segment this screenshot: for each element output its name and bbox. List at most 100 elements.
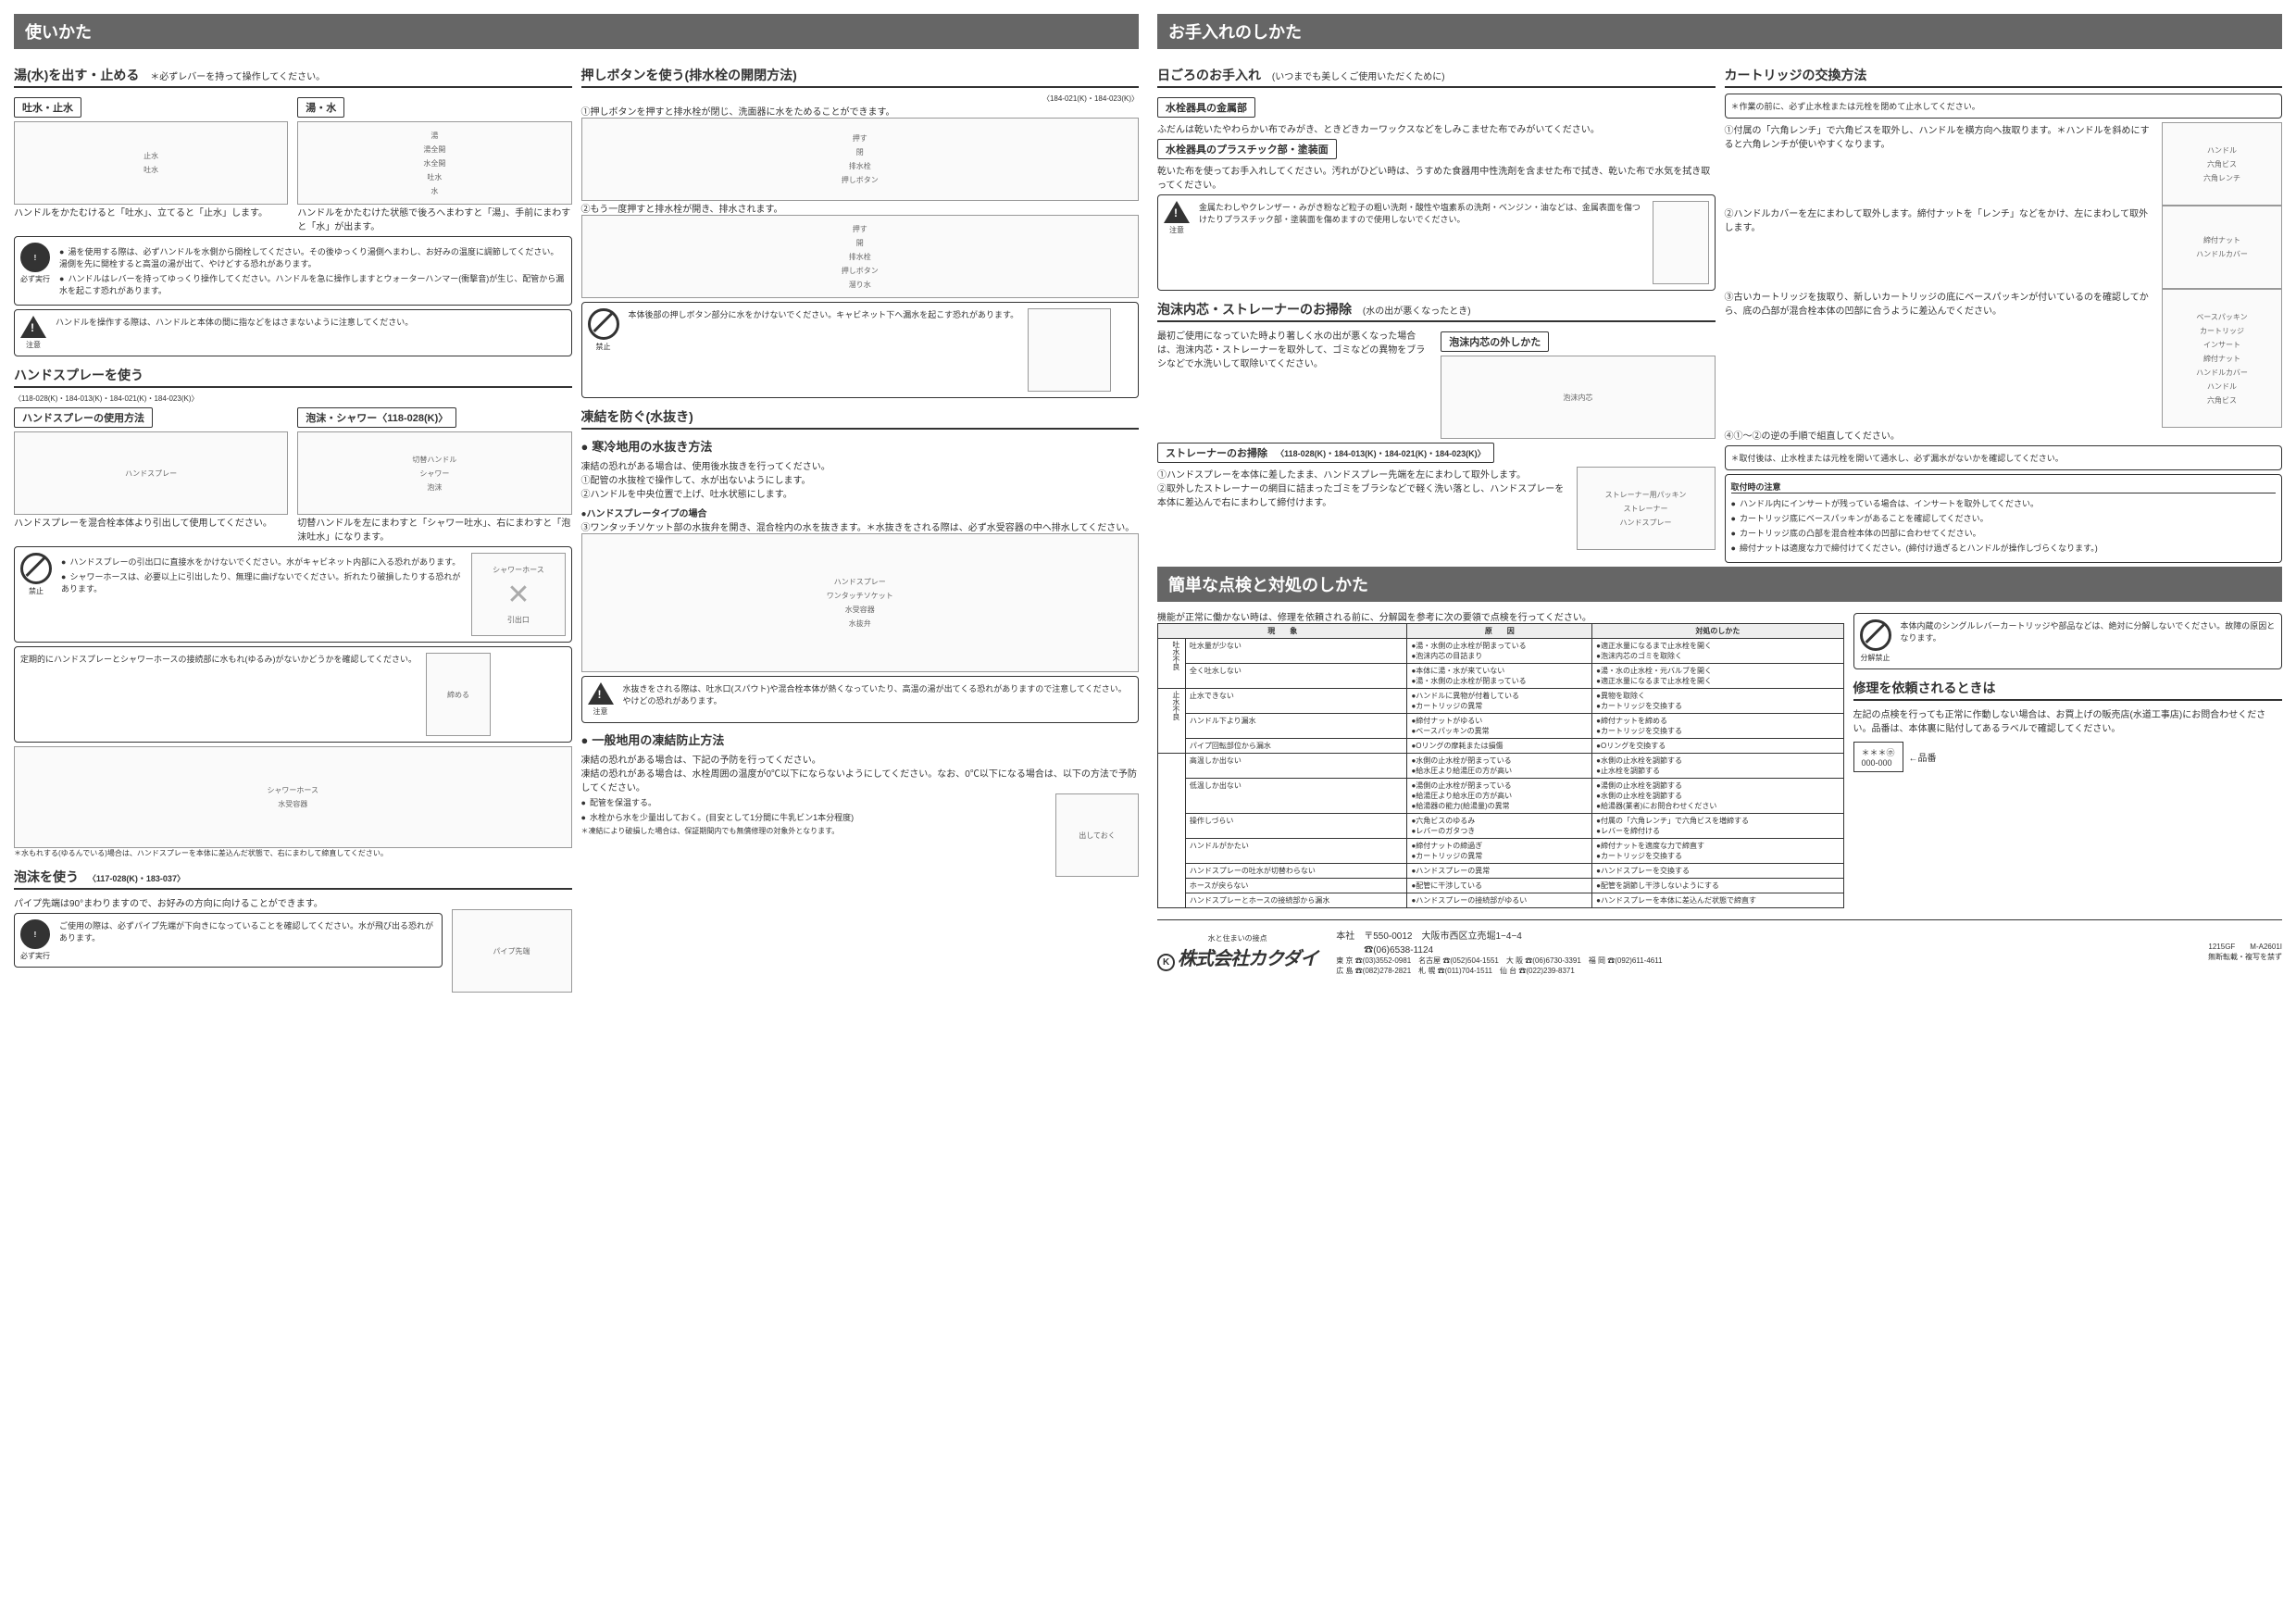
table-row: 操作しづらい●六角ビスのゆるみ ●レバーのガタつき●付属の「六角レンチ」で六角ビ… <box>1158 814 1844 839</box>
table-row: ハンドルがかたい●締付ナットの締過ぎ ●カートリッジの異常●締付ナットを適度な力… <box>1158 839 1844 864</box>
cart-step2: ②ハンドルカバーを左にまわして取外します。締付ナットを「レンチ」などをかけ、左に… <box>1725 206 2153 233</box>
aerator-sub1-text: 最初ご使用になっていた時より著しく水の出が悪くなった場合は、泡沫内芯・ストレーナ… <box>1157 328 1431 369</box>
label-arrow: ←品番 <box>1909 750 1937 764</box>
caution-icon <box>1164 201 1190 223</box>
footer-branch1: 東 京 ☎(03)3552-0981 名古屋 ☎(052)504-1551 大 … <box>1336 956 2190 966</box>
diagram-flow2: 湯湯全開 水全開吐水 水 <box>297 121 571 205</box>
flow-warn-box: ! 必ず実行 湯を使用する際は、必ずハンドルを水側から開栓してください。その後ゆ… <box>14 236 572 306</box>
section-freeze: 凍結を防ぐ(水抜き) <box>581 407 1140 430</box>
header-troubleshoot: 簡単な点検と対処のしかた <box>1157 567 2282 602</box>
diagram-hose-x: シャワーホース ✕ 引出口 <box>471 553 565 636</box>
diagram-pb1: 押す閉 排水栓押しボタン <box>581 118 1140 201</box>
daily-plastic-text: 乾いた布を使ってお手入れしてください。汚れがひどい時は、うすめた食器用中性洗剤を… <box>1157 163 1716 191</box>
daily-plastic-title: 水栓器具のプラスチック部・塗装面 <box>1157 139 1337 159</box>
foam-warn-box: ! 必ず実行 ご使用の際は、必ずパイプ先端が下向きになっていることを確認してくだ… <box>14 913 443 968</box>
daily-caution-box: 注意 金属たわしやクレンザー・みがき粉など粒子の粗い洗剤・酸性や塩素系の洗剤・ベ… <box>1157 194 1716 291</box>
table-row: ハンドスプレーの吐水が切替わらない●ハンドスプレーの異常●ハンドスプレーを交換す… <box>1158 864 1844 879</box>
th-action: 対処のしかた <box>1592 624 1843 639</box>
daily-metal-title: 水栓器具の金属部 <box>1157 97 1255 118</box>
aerator-sub2-title: ストレーナーのお掃除 〈118-028(K)・184-013(K)・184-02… <box>1157 443 1494 463</box>
freeze-gen-text: 凍結の恐れがある場合は、水栓周囲の温度が0℃以下にならないようにしてください。な… <box>581 766 1140 793</box>
diagram-aerator2: ストレーナー用パッキンストレーナーハンドスプレー <box>1577 467 1716 550</box>
section-foam: 泡沫を使う 〈117-028(K)・183-037〉 <box>14 868 572 890</box>
foam-text: パイプ先端は90°まわりますので、お好みの方向に向けることができます。 <box>14 895 572 909</box>
flow-warn1: 湯を使用する際は、必ずハンドルを水側から開栓してください。その後ゆっくり湯側へま… <box>59 245 566 269</box>
table-row: パイプ回転部位から漏水●Oリングの摩耗または損傷●Oリングを交換する <box>1158 739 1844 754</box>
diagram-cart3: ベースパッキンカートリッジ インサート締付ナット ハンドルカバーハンドル 六角ビ… <box>2162 289 2282 428</box>
caution-icon <box>588 682 614 705</box>
diagram-foam: パイプ先端 <box>452 909 572 993</box>
cart-inst-4: 締付ナットは適度な力で締付けてください。(締付け過ぎるとハンドルが操作しづらくな… <box>1731 542 2277 554</box>
foam-warn: ご使用の際は、必ずパイプ先端が下向きになっていることを確認してください。水が飛び… <box>59 919 436 943</box>
aerator-s2-step1: ①ハンドスプレーを本体に差したまま、ハンドスプレー先端を左にまわして取外します。 <box>1157 467 1567 481</box>
prohibit-icon <box>588 308 619 340</box>
pb-models: 〈184-021(K)・184-023(K)〉 <box>581 94 1140 104</box>
freeze-cold-title: 寒冷地用の水抜き方法 <box>581 437 1140 455</box>
freeze-cold-intro: 凍結の恐れがある場合は、使用後水抜きを行ってください。 <box>581 458 1140 472</box>
caution-icon <box>20 316 46 338</box>
diagram-hs1: ハンドスプレー <box>14 431 288 515</box>
must-do-label: 必ず実行 <box>20 274 50 284</box>
diagram-tighten: 締める <box>426 653 491 736</box>
diagram-pb-prohibit <box>1028 308 1111 392</box>
section-aerator: 泡沫内芯・ストレーナーのお掃除 (水の出が悪くなったとき) <box>1157 300 1716 322</box>
cart-step4: ④①〜②の逆の手順で組直してください。 <box>1725 428 2283 442</box>
hs-box1-title: ハンドスプレーの使用方法 <box>14 407 153 428</box>
flow-caution-box: 注意 ハンドルを操作する際は、ハンドルと本体の間に指などをはさまないように注意し… <box>14 309 572 356</box>
table-row: 低温しか出ない●湯側の止水栓が閉まっている ●給湯圧より給水圧の方が高い ●給湯… <box>1158 779 1844 814</box>
prohibit-icon <box>20 553 52 584</box>
cart-inst-3: カートリッジ底の凸部を混合栓本体の凹部に合わせてください。 <box>1731 527 2277 539</box>
pb-step2: ②もう一度押すと排水栓が開き、排水されます。 <box>581 201 1140 215</box>
prohibit-label: 禁止 <box>20 586 52 596</box>
table-row: 高温しか出ない●水側の止水栓が閉まっている ●給水圧より給湯圧の方が高い●水側の… <box>1158 754 1844 779</box>
flow-sub: ＊必ずレバーを持って操作してください。 <box>150 72 325 82</box>
table-row: ホースが戻らない●配管に干渉している●配管を調節し干渉しないようにする <box>1158 879 1844 893</box>
company-logo: K 株式会社カクダイ <box>1157 943 1317 970</box>
hs-tighten-box: 定期的にハンドスプレーとシャワーホースの接続部に水もれ(ゆるみ)がないかどうかを… <box>14 646 572 743</box>
daily-metal-text: ふだんは乾いたやわらかい布でみがき、ときどきカーワックスなどをしみこませた布でみ… <box>1157 121 1716 135</box>
flow-warn2: ハンドルはレバーを持ってゆっくり操作してください。ハンドルを急に操作しますとウォ… <box>59 272 566 296</box>
daily-caution: 金属たわしやクレンザー・みがき粉など粒子の粗い洗剤・酸性や塩素系の洗剤・ベンジン… <box>1199 201 1643 225</box>
diagram-freeze-gen: 出しておく <box>1055 793 1139 877</box>
footer-code: 1215GF M-A2601I <box>2208 942 2282 952</box>
ts-nowarn-box: 分解禁止 本体内蔵のシングルレバーカートリッジや部品などは、絶対に分解しないでく… <box>1853 613 2282 669</box>
prohibit-icon <box>1860 619 1891 651</box>
header-maintenance: お手入れのしかた <box>1157 14 2282 49</box>
freeze-cold-s3: ③ワンタッチソケット部の水抜弁を開き、混合栓内の水を抜きます。＊水抜きをされる際… <box>581 519 1140 533</box>
diagram-cart1: ハンドル六角ビス六角レンチ <box>2162 122 2282 206</box>
flow-box1-text: ハンドルをかたむけると「吐水」、立てると「止水」します。 <box>14 205 288 219</box>
cart-post: ＊取付後は、止水栓または元栓を開いて通水し、必ず漏水がないかを確認してください。 <box>1725 445 2283 470</box>
diagram-pb2: 押す開 排水栓押しボタン 溜り水 <box>581 215 1140 298</box>
section-daily: 日ごろのお手入れ (いつまでも美しくご使用いただくために) <box>1157 66 1716 88</box>
hs-box1-text: ハンドスプレーを混合栓本体より引出して使用してください。 <box>14 515 288 529</box>
freeze-gen-i1: 配管を保温する。 <box>581 796 1047 808</box>
flow-box2-title: 湯・水 <box>297 97 344 118</box>
freeze-gen-note: ＊凍結により破損した場合は、保証期間内でも無償修理の対象外となります。 <box>581 826 1047 836</box>
table-row: ハンドスプレーとホースの接続部から漏水●ハンドスプレーの接続部がゆるい●ハンドス… <box>1158 893 1844 908</box>
table-row: 全く吐水しない●本体に湯・水が来ていない ●湯・水側の止水栓が閉まっている●湯・… <box>1158 664 1844 689</box>
section-cartridge: カートリッジの交換方法 <box>1725 66 2283 88</box>
hs-box2-title: 泡沫・シャワー〈118-028(K)〉 <box>297 407 456 428</box>
cartridge-pre: ＊作業の前に、必ず止水栓または元栓を閉めて止水してください。 <box>1725 94 2283 119</box>
hs-prohibit2: シャワーホースは、必要以上に引出したり、無理に曲げないでください。折れたり破損し… <box>61 570 462 594</box>
must-do-icon: ! <box>20 919 50 949</box>
footer-hq: 本社 〒550-0012 大阪市西区立売堀1−4−4 ☎(06)6538-112… <box>1336 928 2190 956</box>
diagram-hs2: 切替ハンドルシャワー泡沫 <box>297 431 571 515</box>
aerator-s2-step2: ②取外したストレーナーの網目に詰まったゴミをブラシなどで軽く洗い落とし、ハンドス… <box>1157 481 1567 508</box>
th-cause: 原 因 <box>1407 624 1592 639</box>
th-phenom: 現 象 <box>1158 624 1407 639</box>
diagram-aerator1: 泡沫内芯 <box>1441 356 1715 439</box>
trouble-table: 現 象 原 因 対処のしかた 吐水不良吐水量が少ない●湯・水側の止水栓が閉まって… <box>1157 623 1844 908</box>
flow-box2-text: ハンドルをかたむけた状態で後ろへまわすと「湯」、手前にまわすと「水」が出ます。 <box>297 205 571 232</box>
section-pushbutton: 押しボタンを使う(排水栓の開閉方法) <box>581 66 1140 88</box>
company-pre: 水と住まいの接点 <box>1157 933 1317 943</box>
diagram-cart2: 締付ナットハンドルカバー <box>2162 206 2282 289</box>
section-flow: 湯(水)を出す・止める ＊必ずレバーを持って操作してください。 <box>14 66 572 88</box>
freeze-gen-i2: 水栓から水を少量出しておく。(目安として1分間に牛乳ビン1本分程度) <box>581 811 1047 823</box>
cart-inst-1: ハンドル内にインサートが残っている場合は、インサートを取外してください。 <box>1731 497 2277 509</box>
label-box: ＊＊＊㋭ 000-000 <box>1853 742 1903 772</box>
footer-branch2: 広 島 ☎(082)278-2821 札 幌 ☎(011)704-1511 仙 … <box>1336 966 2190 976</box>
flow-caution: ハンドルを操作する際は、ハンドルと本体の間に指などをはさまないように注意してくだ… <box>56 316 413 328</box>
diagram-daily-caution <box>1653 201 1708 284</box>
cart-install-box: 取付時の注意 ハンドル内にインサートが残っている場合は、インサートを取外してくだ… <box>1725 474 2283 563</box>
